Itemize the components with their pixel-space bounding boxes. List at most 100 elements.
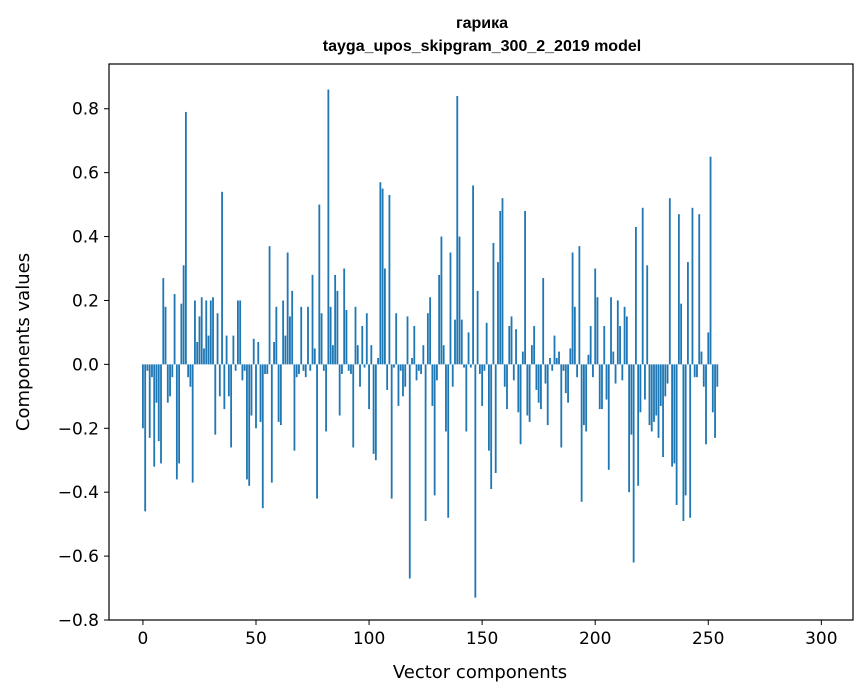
bar [207, 335, 210, 365]
y-axis-label: Components values [13, 253, 34, 431]
bar [325, 364, 327, 432]
bar [341, 364, 343, 374]
bar [227, 364, 230, 397]
bar [155, 364, 158, 403]
bar [180, 303, 183, 365]
bar [173, 294, 176, 365]
bar [702, 364, 705, 387]
bar [666, 364, 669, 384]
y-tick-label: 0.8 [72, 100, 99, 120]
bar [232, 335, 235, 365]
bar [481, 364, 484, 406]
bar [246, 364, 248, 480]
bar [182, 265, 185, 365]
bar [637, 364, 640, 486]
bar [562, 364, 565, 371]
bar [619, 326, 621, 365]
bar [397, 364, 400, 406]
bar [187, 364, 190, 378]
bar [331, 345, 334, 365]
bar [318, 204, 321, 365]
bar [191, 364, 194, 483]
bar [352, 364, 355, 448]
bar [485, 322, 488, 365]
bar [478, 364, 481, 374]
bar [157, 364, 160, 442]
bar [198, 316, 201, 365]
bar [381, 188, 384, 365]
bar [456, 95, 459, 365]
bar [691, 207, 694, 365]
bar [689, 364, 692, 518]
bar [313, 348, 316, 365]
bar [714, 364, 716, 438]
bar [662, 364, 664, 458]
bar [632, 364, 635, 563]
bar [399, 364, 402, 371]
bar [644, 364, 646, 400]
bar [497, 262, 499, 365]
bar [580, 364, 583, 502]
y-tick-label: 0.4 [72, 228, 99, 248]
bar [266, 364, 269, 374]
x-tick-label: 150 [466, 629, 498, 649]
bar [343, 268, 346, 365]
bar [442, 345, 445, 365]
bar [503, 364, 506, 387]
bar [261, 364, 264, 509]
bar [682, 364, 685, 521]
bar [465, 364, 468, 432]
bar [214, 364, 217, 435]
bar [151, 364, 153, 378]
bar [711, 364, 714, 413]
bar [354, 306, 357, 365]
bar [582, 364, 585, 426]
x-tick-label: 250 [692, 629, 724, 649]
bar [252, 338, 255, 365]
x-tick-label: 50 [245, 629, 267, 649]
bar [698, 214, 701, 365]
bar [510, 316, 513, 365]
bar [460, 319, 463, 365]
bar [463, 364, 465, 368]
bar [659, 364, 662, 406]
bar [415, 364, 418, 381]
bar [587, 354, 590, 365]
bar [517, 364, 520, 413]
bar [576, 364, 579, 378]
bar [291, 290, 294, 365]
x-axis-ticks: 0 50 100 150 200 250 300 [138, 620, 838, 649]
bar [440, 236, 443, 365]
bar [515, 329, 517, 365]
bar [160, 364, 162, 464]
bar [530, 345, 533, 365]
bar [558, 351, 560, 365]
bar [488, 364, 490, 451]
bar [237, 300, 239, 365]
bar [284, 335, 287, 365]
bar [374, 364, 377, 461]
bar [329, 306, 332, 365]
bar [200, 297, 203, 365]
y-tick-label: −0.4 [58, 483, 99, 503]
bar [592, 364, 594, 378]
bar [309, 364, 312, 371]
bar [307, 306, 309, 365]
bar [390, 364, 393, 499]
bar [411, 357, 413, 365]
bar [422, 345, 425, 365]
bar [223, 364, 226, 410]
bar [436, 364, 438, 381]
bar [279, 364, 282, 426]
bar [696, 364, 698, 378]
bar [605, 364, 608, 400]
bar [295, 364, 298, 378]
x-tick-label: 200 [579, 629, 611, 649]
bar [225, 335, 228, 365]
bar [431, 364, 434, 406]
bar [519, 364, 522, 445]
bar [610, 297, 612, 365]
bar [234, 364, 237, 371]
bar [277, 364, 280, 422]
bar [302, 364, 305, 371]
